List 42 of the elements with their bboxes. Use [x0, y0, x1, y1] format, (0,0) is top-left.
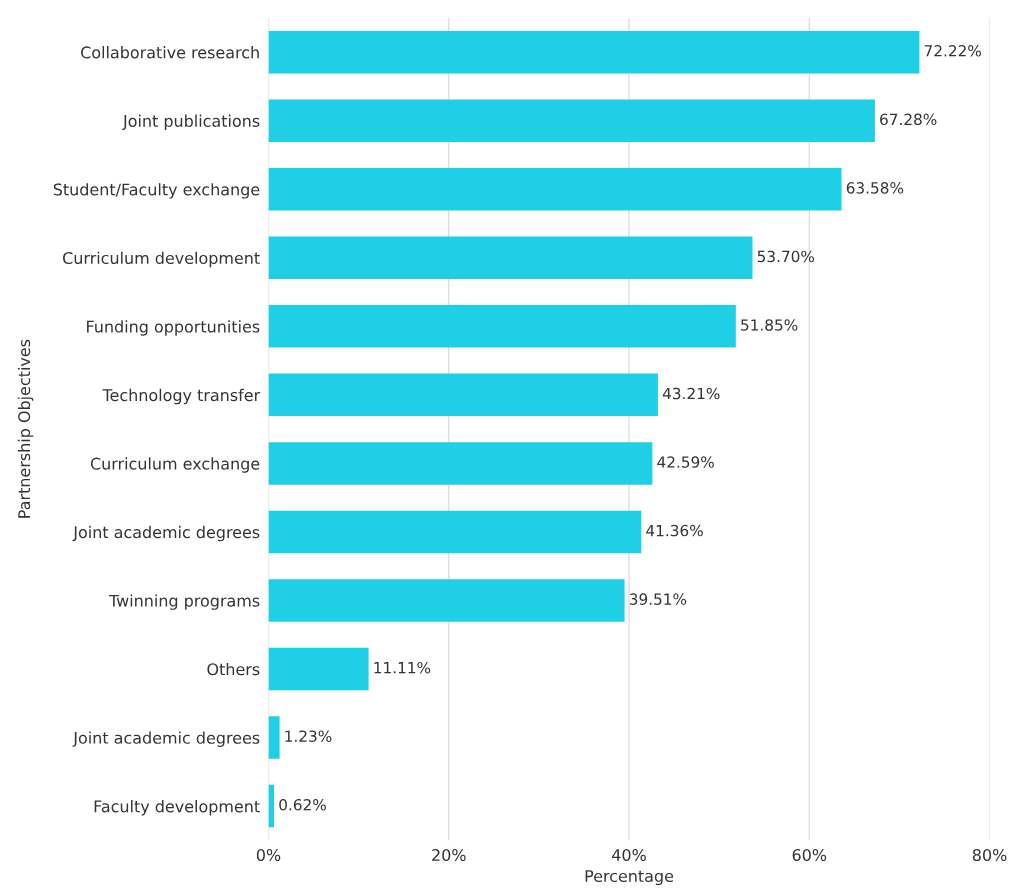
- y-tick-label: Others: [207, 662, 260, 676]
- y-tick-label: Technology transfer: [102, 388, 261, 405]
- x-tick-label: 40%: [612, 848, 646, 862]
- bar: [268, 236, 753, 280]
- x-tick-label: 0%: [256, 848, 281, 862]
- data-label: 72.22%: [924, 45, 981, 57]
- y-tick-label: Student/Faculty exchange: [53, 183, 260, 199]
- bar: [268, 647, 369, 691]
- data-label: 11.11%: [374, 661, 431, 674]
- bar: [268, 99, 875, 142]
- data-label: 51.85%: [741, 319, 798, 331]
- y-tick-label: Curriculum exchange: [90, 457, 260, 473]
- data-label: 39.51%: [629, 593, 687, 605]
- bar: [268, 510, 642, 554]
- data-label: 67.28%: [880, 113, 937, 126]
- y-tick-label: Faculty development: [94, 800, 260, 816]
- data-label: 53.70%: [757, 250, 815, 263]
- bar: [268, 305, 736, 348]
- data-label: 42.59%: [657, 456, 714, 468]
- x-tick-label: 60%: [792, 848, 827, 862]
- y-tick-label: Joint academic degrees: [72, 731, 260, 747]
- data-label: 1.23%: [285, 730, 332, 742]
- x-axis-title: Percentage: [585, 870, 674, 886]
- bar: [268, 716, 280, 759]
- x-tick-label: 20%: [432, 848, 466, 862]
- y-tick-label: Funding opportunities: [87, 320, 260, 336]
- y-tick-label: Joint publications: [122, 114, 260, 131]
- y-tick-label: Joint academic degrees: [72, 525, 260, 542]
- x-tick-label: 80%: [972, 848, 1007, 862]
- y-axis-title: Partnership Objectives: [17, 339, 34, 518]
- bar: [268, 579, 625, 622]
- y-tick-label: Twinning programs: [108, 594, 260, 610]
- y-tick-label: Collaborative research: [81, 46, 259, 59]
- y-tick-label: Curriculum development: [63, 251, 260, 268]
- bar: [268, 442, 653, 485]
- bar: [268, 30, 920, 74]
- data-label: 43.21%: [662, 387, 720, 400]
- data-label: 63.58%: [846, 182, 904, 194]
- bar: [268, 167, 842, 211]
- data-label: 0.62%: [279, 798, 326, 811]
- data-label: 41.36%: [646, 524, 703, 537]
- bar: [268, 373, 658, 417]
